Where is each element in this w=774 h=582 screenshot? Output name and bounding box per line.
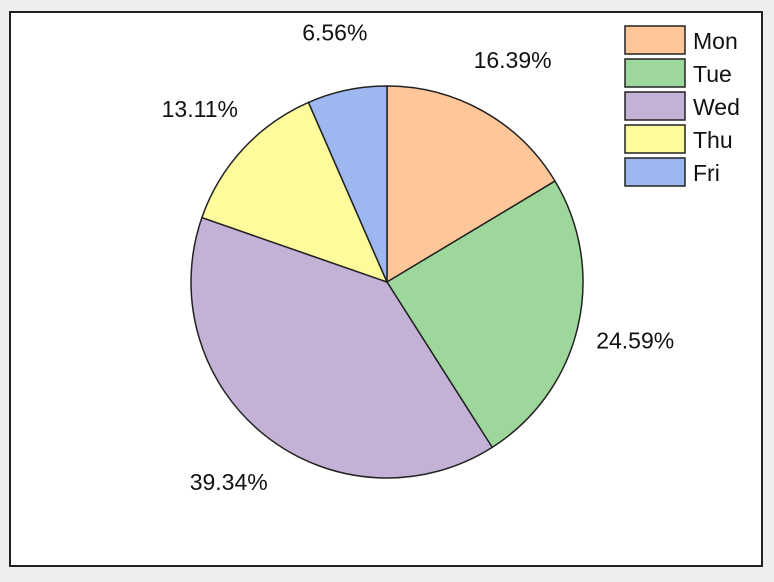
percent-label-wed: 39.34%: [190, 469, 268, 495]
percent-label-tue: 24.59%: [596, 328, 674, 354]
legend-label-fri: Fri: [693, 160, 720, 186]
legend-swatch-fri: [624, 157, 686, 187]
legend-swatch-tue: [624, 58, 686, 88]
pie-slice-mon: [386, 85, 556, 283]
legend-swatch-mon: [624, 25, 686, 55]
percent-label-thu: 13.11%: [162, 96, 238, 122]
legend-swatch-thu: [624, 124, 686, 154]
pie-slice-fri: [307, 85, 388, 283]
pie-slice-tue: [386, 180, 584, 449]
legend: Mon Tue Wed Thu Fri: [624, 25, 740, 187]
legend-label-thu: Thu: [693, 127, 733, 153]
chart-frame: 16.39% 24.59% 39.34% 13.11% 6.56% Mon Tue Wed T…: [9, 11, 763, 567]
percent-label-mon: 16.39%: [474, 47, 552, 73]
percent-labels: 16.39% 24.59% 39.34% 13.11% 6.56%: [162, 19, 675, 495]
legend-swatch-wed: [624, 91, 686, 121]
pie-slice-wed: [190, 216, 493, 479]
legend-label-wed: Wed: [693, 94, 740, 120]
pie-slices: [190, 85, 584, 479]
pie-slice-thu: [201, 101, 388, 283]
legend-label-mon: Mon: [693, 28, 738, 54]
legend-label-tue: Tue: [693, 61, 732, 87]
percent-label-fri: 6.56%: [302, 19, 367, 45]
pie-chart: 16.39% 24.59% 39.34% 13.11% 6.56% Mon Tue Wed T…: [162, 19, 740, 495]
